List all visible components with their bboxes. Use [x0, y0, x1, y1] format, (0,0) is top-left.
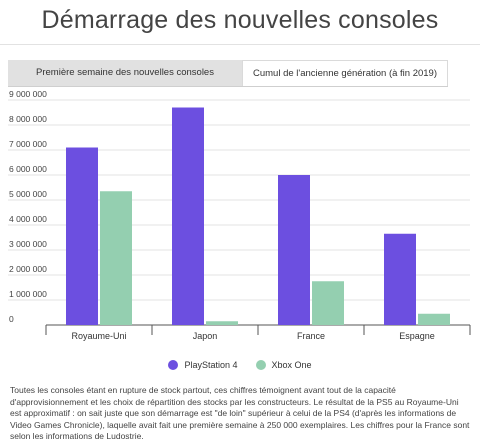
- legend-label-ps4: PlayStation 4: [184, 360, 238, 370]
- y-tick-label: 9 000 000: [9, 90, 47, 99]
- y-tick-label: 1 000 000: [9, 289, 47, 299]
- legend-item-xbox[interactable]: Xbox One: [255, 360, 312, 370]
- x-tick-label: France: [297, 331, 325, 341]
- x-tick-label: Royaume-Uni: [71, 331, 126, 341]
- x-tick-label: Espagne: [399, 331, 435, 341]
- bar-ps4-espagne: [384, 233, 416, 325]
- chart-legend: PlayStation 4 Xbox One: [0, 357, 480, 373]
- legend-item-ps4[interactable]: PlayStation 4: [168, 360, 238, 370]
- title-divider: [0, 44, 480, 45]
- legend-swatch-xbox: [255, 360, 266, 370]
- tab-bar: Première semaine des nouvelles consoles …: [8, 60, 448, 86]
- bar-xbox-france: [312, 281, 344, 325]
- footnote: Toutes les consoles étant en rupture de …: [10, 385, 470, 441]
- tab-previous-generation[interactable]: Cumul de l'ancienne génération (à fin 20…: [242, 60, 448, 86]
- bar-chart: 0 1 000 000 2 000 000 3 000 000 4 000 000 5 0…: [8, 90, 471, 341]
- y-tick-label: 6 000 000: [9, 164, 47, 174]
- bar-ps4-japon: [172, 107, 204, 325]
- y-tick-label: 0: [9, 314, 14, 324]
- bar-xbox-espagne: [418, 313, 450, 325]
- y-tick-label: 5 000 000: [9, 189, 47, 199]
- tab-first-week[interactable]: Première semaine des nouvelles consoles: [8, 60, 242, 86]
- y-tick-label: 4 000 000: [9, 214, 47, 224]
- x-tick-label: Japon: [193, 331, 218, 341]
- bar-ps4-france: [278, 175, 310, 325]
- bar-xbox-royaume-uni: [100, 191, 132, 325]
- y-tick-label: 2 000 000: [9, 264, 47, 274]
- bar-ps4-royaume-uni: [66, 147, 98, 325]
- bar-xbox-japon: [206, 321, 238, 325]
- legend-label-xbox: Xbox One: [271, 360, 312, 370]
- y-tick-label: 8 000 000: [9, 114, 47, 124]
- tab-underline: [8, 86, 448, 87]
- page-title: Démarrage des nouvelles consoles: [41, 6, 439, 34]
- y-tick-label: 3 000 000: [9, 239, 47, 249]
- legend-swatch-ps4: [168, 360, 179, 370]
- y-tick-label: 7 000 000: [9, 139, 47, 149]
